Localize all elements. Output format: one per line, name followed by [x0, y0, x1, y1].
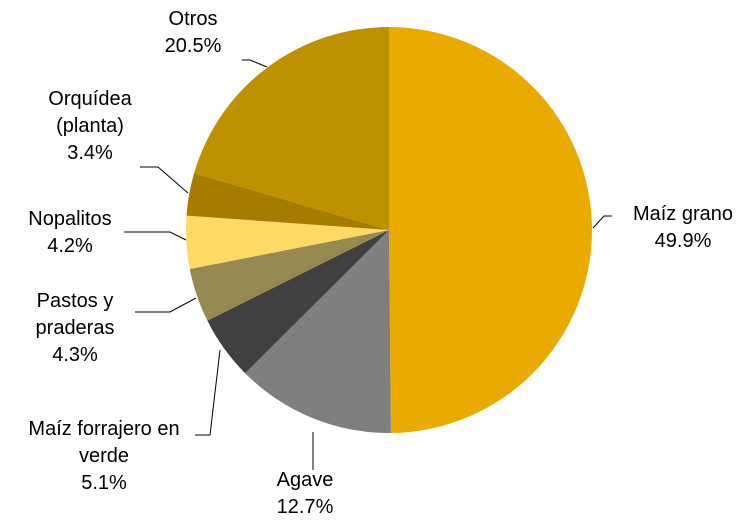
category-label: Pastos y praderas — [35, 290, 115, 339]
category-label: Maíz grano — [632, 203, 734, 225]
leader-line — [135, 297, 197, 313]
value-label: 49.9% — [654, 230, 712, 252]
slice-label: Maíz grano 49.9% — [608, 201, 754, 255]
category-label: Nopalitos — [28, 208, 112, 230]
pie-slice — [194, 27, 389, 230]
value-label: 12.7% — [276, 496, 334, 518]
leader-line — [592, 215, 612, 229]
leader-line — [195, 349, 221, 436]
pie-slice — [207, 230, 389, 374]
category-label: Maíz forrajero en verde — [28, 418, 180, 467]
value-label: 20.5% — [164, 35, 222, 57]
value-label: 5.1% — [81, 472, 127, 494]
slice-label: Otros 20.5% — [138, 6, 248, 60]
slice-label: Agave 12.7% — [255, 467, 355, 520]
pie-slice — [186, 215, 389, 269]
pie-slice — [389, 27, 592, 433]
category-label: Orquídea (planta) — [48, 88, 132, 137]
category-label: Otros — [168, 8, 218, 30]
value-label: 4.2% — [47, 235, 93, 257]
leader-line — [140, 166, 189, 194]
leader-line — [124, 231, 187, 241]
pie-slice — [189, 230, 389, 321]
slice-label: Pastos y praderas 4.3% — [5, 288, 145, 369]
pie-slice — [186, 173, 389, 230]
leader-line — [242, 59, 268, 68]
value-label: 3.4% — [67, 142, 113, 164]
slice-label: Nopalitos 4.2% — [5, 206, 135, 260]
slice-label: Maíz forrajero en verde 5.1% — [4, 416, 204, 497]
slice-label: Orquídea (planta) 3.4% — [25, 86, 155, 167]
value-label: 4.3% — [52, 344, 98, 366]
pie-slice — [245, 230, 391, 433]
category-label: Agave — [276, 469, 334, 491]
